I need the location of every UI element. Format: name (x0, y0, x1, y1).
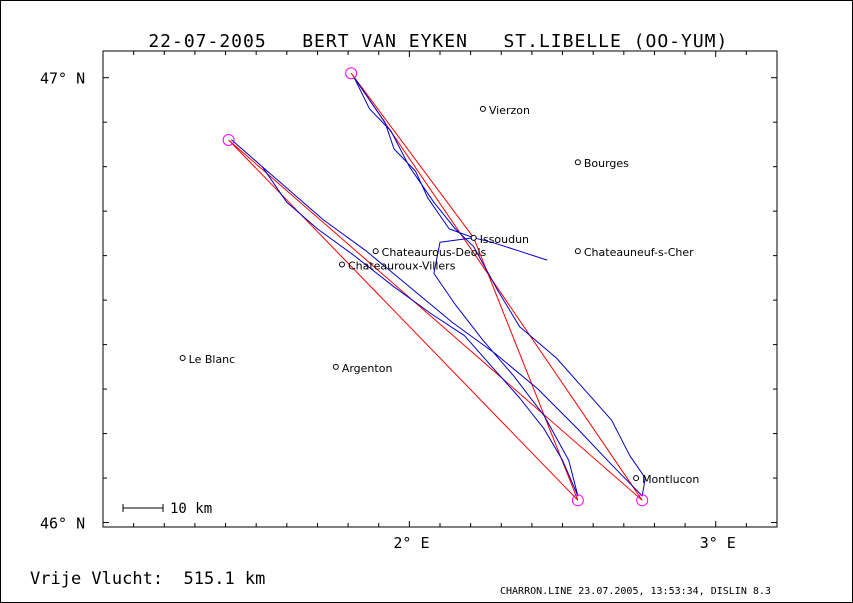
town-label: Vierzon (489, 104, 530, 117)
free-flight-distance: Vrije Vlucht: 515.1 km (30, 569, 266, 589)
lon-label: 2° E (393, 534, 429, 552)
flight-track (231, 77, 646, 497)
town-marker (332, 363, 339, 370)
town-marker (179, 354, 186, 361)
lat-label: 46° N (40, 515, 85, 533)
town-marker (470, 234, 477, 241)
town-label: Argenton (342, 362, 393, 375)
town-label: Le Blanc (189, 353, 236, 366)
town-label: Issoudun (480, 233, 529, 246)
flight-title: 22-07-2005 BERT VAN EYKEN ST.LIBELLE (OO… (0, 10, 853, 52)
lon-label: 3° E (700, 534, 736, 552)
turnpoint-marker (345, 67, 358, 80)
turnpoint-marker (571, 494, 584, 507)
town-marker (372, 248, 379, 255)
town-marker (479, 105, 486, 112)
task-route (228, 72, 643, 501)
turnpoint-marker (222, 133, 235, 146)
task-route-line (228, 72, 643, 501)
town-marker (633, 475, 640, 482)
turnpoint-marker (636, 494, 649, 507)
flight-date: 22-07-2005 (148, 31, 267, 52)
pilot-name: BERT VAN EYKEN (302, 31, 468, 52)
plot-border (102, 50, 778, 528)
town-label: Chateauroux-Villers (348, 260, 456, 273)
axis-labels: 47° N 46° N 2° E 3° E (40, 70, 736, 552)
lat-label: 47° N (40, 70, 85, 88)
scale-bar: 10 km (122, 501, 212, 517)
town-marker (338, 261, 345, 268)
town-label: Montlucon (642, 473, 699, 486)
town-label: Chateauneuf-s-Cher (584, 246, 694, 259)
source-footer: CHARRON.LINE 23.07.2005, 13:53:34, DISLI… (500, 586, 771, 597)
scale-bar-label: 10 km (170, 501, 212, 517)
town-marker (574, 159, 581, 166)
town-label: Bourges (584, 157, 629, 170)
turnpoints (222, 67, 649, 507)
town-label: Chateaurous-Deols (382, 246, 487, 259)
glider-name: ST.LIBELLE (OO-YUM) (503, 31, 729, 52)
flight-track-line (231, 77, 646, 497)
town-marker (574, 248, 581, 255)
axis-ticks (103, 51, 777, 527)
towns: VierzonBourgesIssoudunChateaurous-DeolsC… (179, 104, 699, 486)
